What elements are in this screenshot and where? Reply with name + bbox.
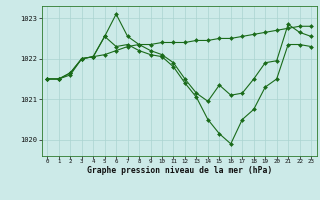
- X-axis label: Graphe pression niveau de la mer (hPa): Graphe pression niveau de la mer (hPa): [87, 166, 272, 175]
